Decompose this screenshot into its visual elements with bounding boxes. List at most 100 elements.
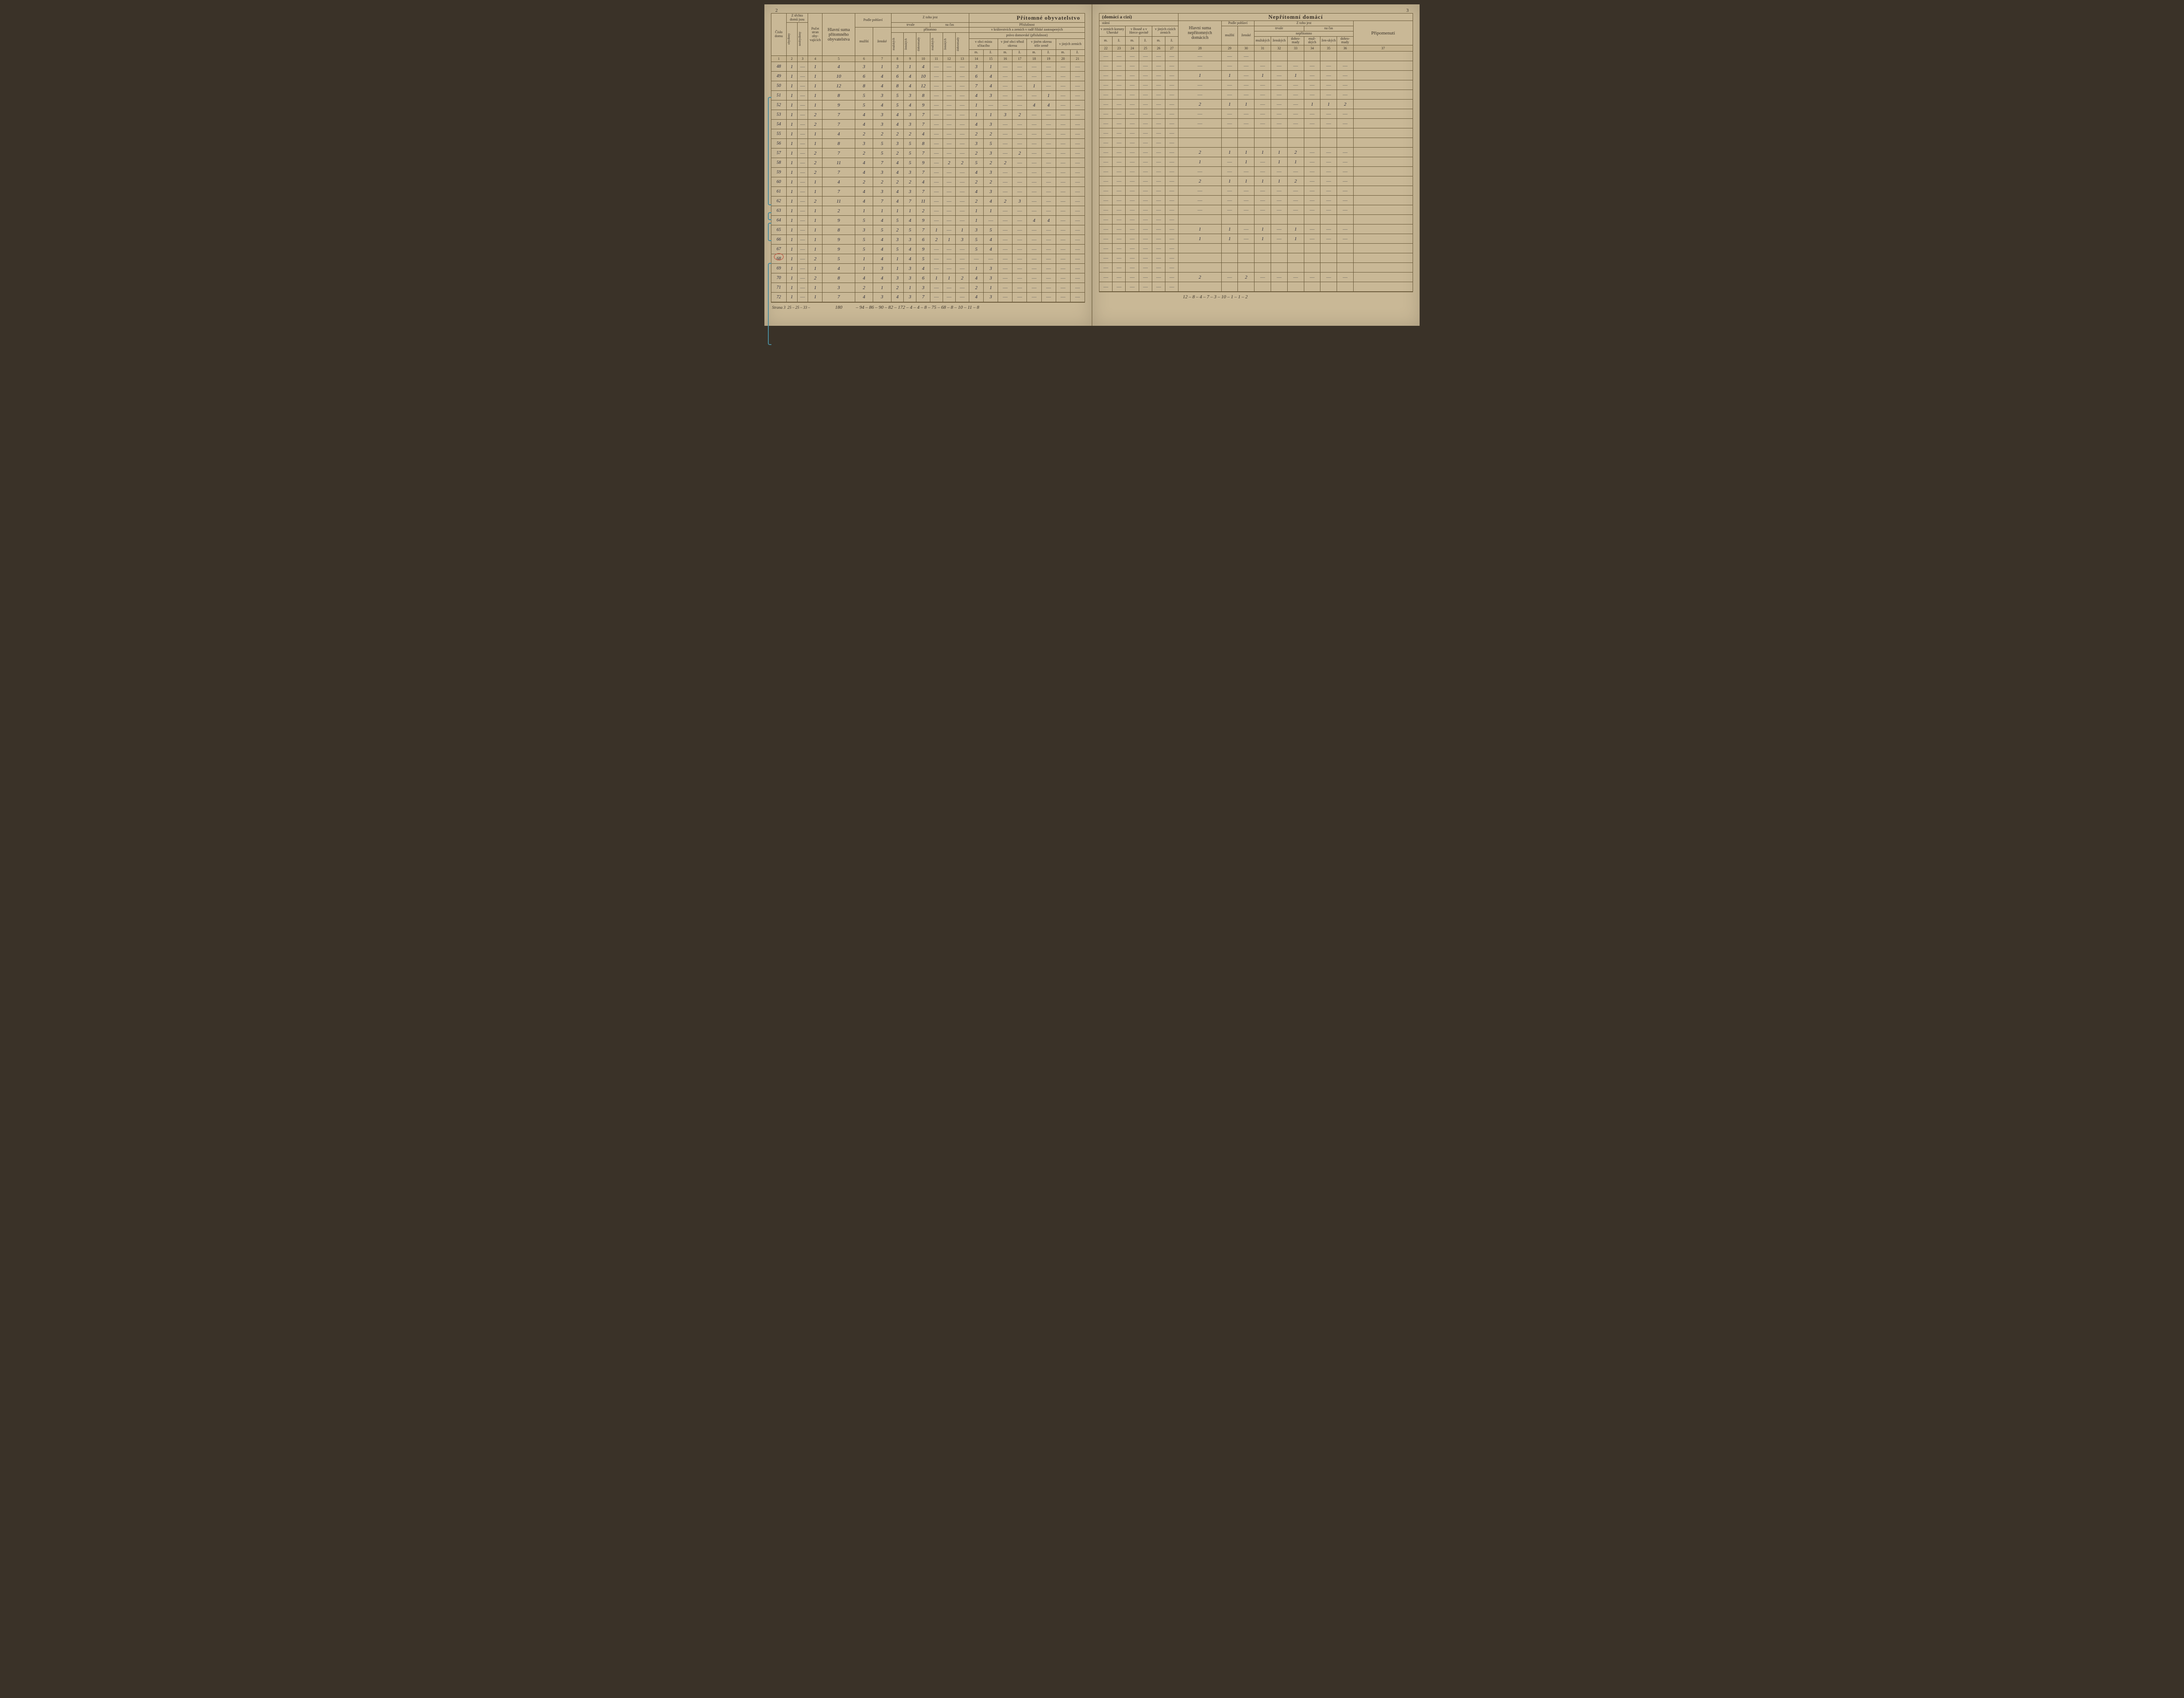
hdr-v-jinem: v jiném okresu téže země <box>1027 39 1056 50</box>
cell: — <box>1099 244 1113 253</box>
cell: — <box>1056 245 1070 254</box>
cell: — <box>1337 273 1354 282</box>
cell: — <box>1152 234 1165 244</box>
col-num: 16 <box>998 56 1013 62</box>
cell: — <box>1304 61 1320 71</box>
cell: — <box>1139 109 1152 119</box>
cell: — <box>1041 187 1056 197</box>
cell: 1 <box>1221 176 1238 186</box>
table-row: 501—112848412———74——1——— <box>771 81 1085 91</box>
cell: — <box>955 216 969 225</box>
cell: — <box>1070 254 1085 264</box>
cell: — <box>955 168 969 177</box>
col-num: 31 <box>1254 45 1271 52</box>
cell: 56 <box>771 139 787 148</box>
cell: 5 <box>984 139 998 148</box>
cell <box>1287 253 1304 263</box>
cell: — <box>1041 120 1056 129</box>
cell: — <box>797 129 808 139</box>
cell: — <box>1113 71 1126 80</box>
cell: — <box>1099 71 1113 80</box>
col-num: 18 <box>1027 56 1041 62</box>
column-numbers-left: 123456789101112131415161718192021 <box>771 56 1085 62</box>
cell: — <box>943 81 955 91</box>
cell: 9 <box>916 158 930 168</box>
cell: 3 <box>916 283 930 293</box>
cell: 1 <box>1178 157 1221 167</box>
cell: 1 <box>786 120 797 129</box>
cell: — <box>943 62 955 72</box>
cell: — <box>1013 158 1027 168</box>
totals-row-right: 12 – 8 – 4 – 7 – 3 – 10 – 1 – 1 – 2 <box>1099 292 1413 302</box>
cell: — <box>1320 80 1337 90</box>
cell: 4 <box>1041 100 1056 110</box>
cell: — <box>1027 225 1041 235</box>
cell: — <box>1041 110 1056 120</box>
cell: — <box>1304 205 1320 215</box>
cell: — <box>1126 244 1139 253</box>
cell: 7 <box>916 168 930 177</box>
cell: — <box>1238 52 1254 61</box>
row-64-circle <box>774 253 784 260</box>
cell: — <box>1099 176 1113 186</box>
cell: — <box>1056 283 1070 293</box>
cell: — <box>1013 168 1027 177</box>
table-row: ——————————————— <box>1099 61 1413 71</box>
cell: — <box>1271 167 1288 176</box>
cell: — <box>1337 157 1354 167</box>
cell <box>1337 128 1354 138</box>
cell: — <box>1165 148 1178 157</box>
cell: — <box>955 177 969 187</box>
cell: 2 <box>984 177 998 187</box>
cell: 5 <box>969 158 984 168</box>
cell: — <box>1070 187 1085 197</box>
cell: — <box>1070 91 1085 100</box>
cell: — <box>1126 148 1139 157</box>
cell: 1 <box>969 216 984 225</box>
table-row: ——————11—1—1——— <box>1099 224 1413 234</box>
cell: 67 <box>771 245 787 254</box>
cell: 5 <box>891 216 904 225</box>
cell: — <box>930 177 943 187</box>
totals-row-left: Strana 3 25 – 25 – 33 – 180 – 94 – 86 – … <box>771 302 1085 313</box>
cell: 1 <box>969 264 984 273</box>
cell: 2 <box>969 283 984 293</box>
cell: 1 <box>786 197 797 206</box>
cell: — <box>943 148 955 158</box>
hdr-zen: ženských <box>1271 36 1288 45</box>
cell: 3 <box>891 273 904 283</box>
cell: 62 <box>771 197 787 206</box>
cell: — <box>1254 167 1271 176</box>
cell: — <box>797 168 808 177</box>
cell: — <box>1056 129 1070 139</box>
cell: — <box>1113 282 1126 292</box>
cell: — <box>1337 90 1354 100</box>
cell: 1 <box>855 206 873 216</box>
cell: — <box>1152 148 1165 157</box>
col-num: 23 <box>1113 45 1126 52</box>
col-num: 15 <box>984 56 998 62</box>
cell: — <box>943 245 955 254</box>
cell: — <box>1126 138 1139 148</box>
cell <box>1304 253 1320 263</box>
table-row: —————— <box>1099 215 1413 224</box>
cell <box>1320 253 1337 263</box>
cell: — <box>1113 176 1126 186</box>
cell: 5 <box>873 139 891 148</box>
cell: 4 <box>855 273 873 283</box>
col-num: 10 <box>916 56 930 62</box>
cell: — <box>1254 196 1271 205</box>
cell: — <box>1271 205 1288 215</box>
hdr-v-obci: v obci místa sčítacího <box>969 39 998 50</box>
cell <box>1337 263 1354 273</box>
cell <box>1353 119 1413 128</box>
cell <box>1254 244 1271 253</box>
cell: 4 <box>904 100 916 110</box>
cell <box>1320 128 1337 138</box>
cell: — <box>984 100 998 110</box>
cell: — <box>1099 234 1113 244</box>
cell <box>1287 263 1304 273</box>
cell: — <box>1070 283 1085 293</box>
cell: 1 <box>855 264 873 273</box>
cell: 2 <box>1287 176 1304 186</box>
